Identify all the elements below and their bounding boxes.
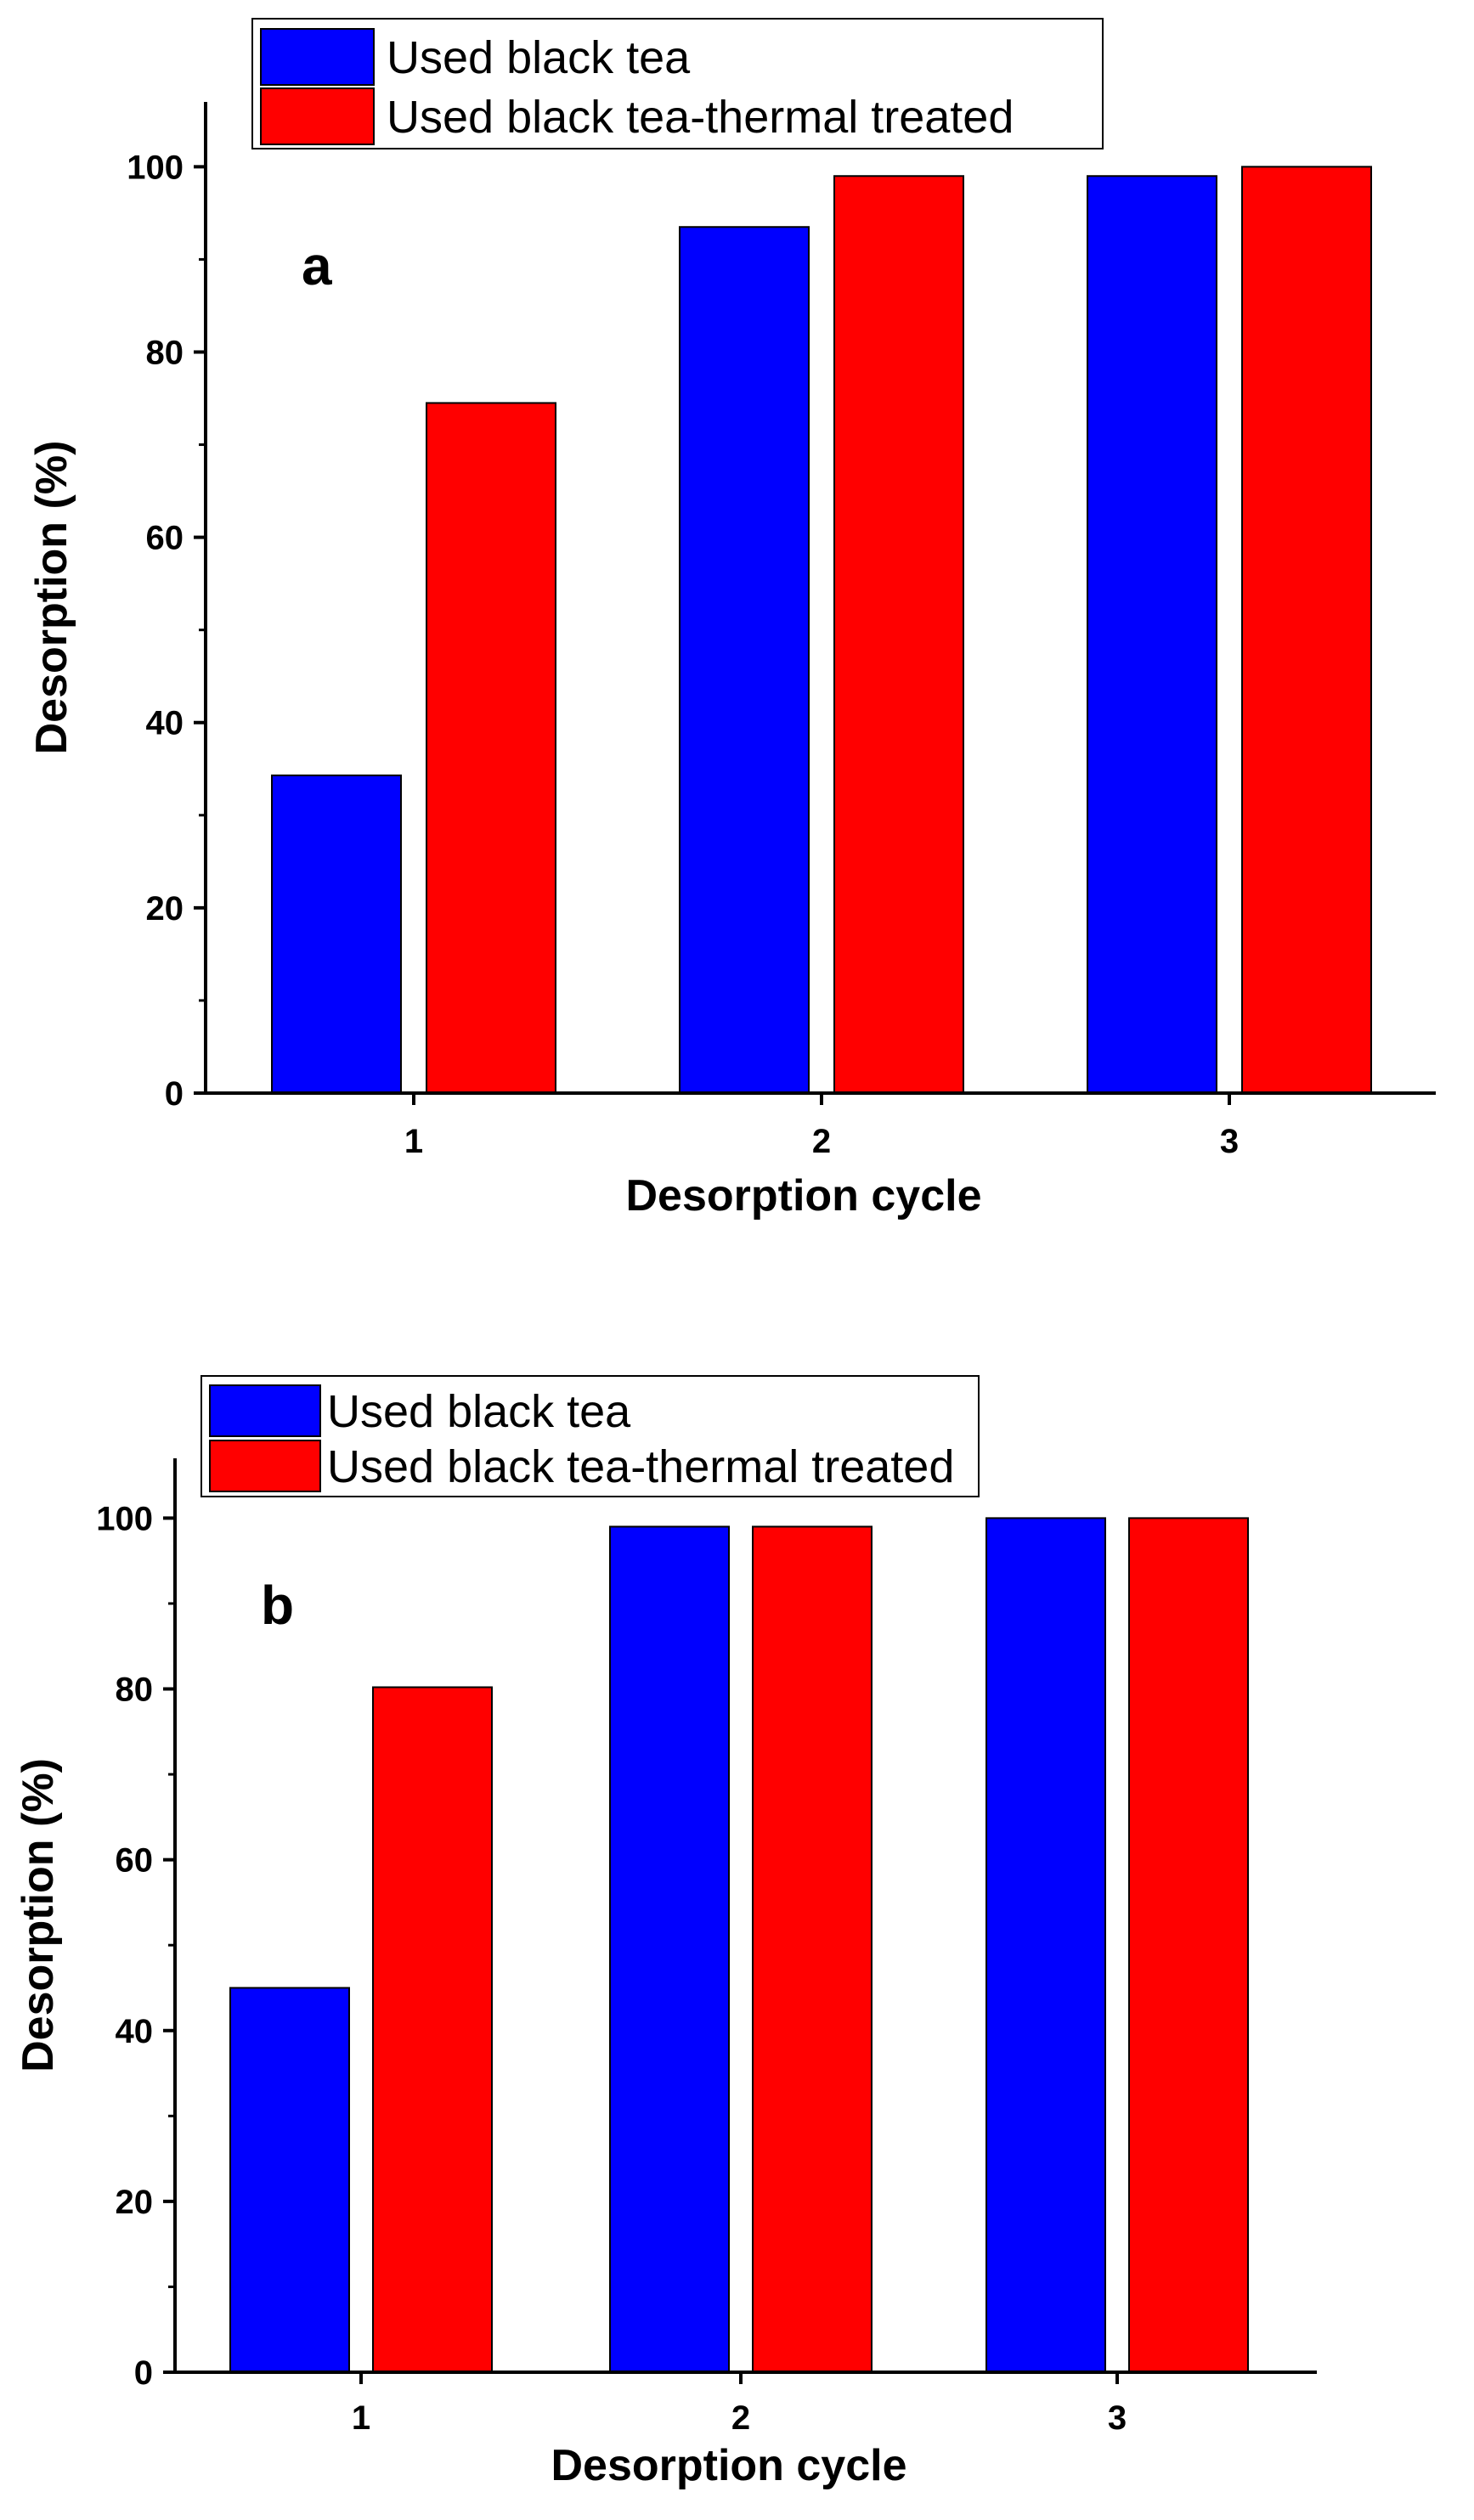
x-axis-title: Desorption cycle: [551, 2441, 906, 2490]
y-tick-label: 60: [116, 1842, 154, 1880]
x-tick-label: 3: [1220, 1123, 1239, 1160]
bar-used-black-tea-cycle-2: [679, 226, 810, 1094]
x-tick-label: 2: [812, 1123, 831, 1160]
x-tick-label: 2: [731, 2399, 750, 2437]
legend-label: Used black tea-thermal treated: [387, 92, 1014, 143]
legend-swatch: [209, 1384, 321, 1437]
y-tick-label: 80: [146, 334, 184, 371]
legend-label: Used black tea: [327, 1386, 631, 1437]
bar-used-black-tea-cycle-1: [229, 1987, 350, 2373]
y-tick-label: 80: [116, 1672, 154, 1709]
legend-label: Used black tea: [387, 32, 691, 83]
y-axis-title: Desorption (%): [27, 441, 76, 755]
legend-label: Used black tea-thermal treated: [327, 1441, 954, 1492]
legend-swatch: [260, 87, 375, 145]
panel-label: a: [302, 235, 332, 296]
x-axis-title: Desorption cycle: [625, 1171, 981, 1221]
y-tick-label: 40: [116, 2013, 154, 2050]
bar-used-black-tea-cycle-3: [1087, 175, 1217, 1095]
x-tick-label: 3: [1108, 2399, 1127, 2437]
legend-swatch: [260, 28, 375, 86]
y-tick-label: 100: [96, 1500, 153, 1537]
y-tick-label: 0: [165, 1075, 184, 1113]
bar-used-black-tea-thermal-treated-cycle-1: [426, 402, 556, 1094]
panel-label: b: [261, 1575, 294, 1636]
legend-box: [200, 1375, 980, 1497]
bar-used-black-tea-thermal-treated-cycle-1: [372, 1686, 493, 2373]
y-axis-title: Desorption (%): [14, 1758, 63, 2072]
legend-box: [251, 18, 1104, 149]
y-tick-label: 100: [127, 149, 184, 186]
chart-panel-b: 0 20 40 60 80 100 1 2 3 Desorption cycle Desorptio…: [14, 1375, 1317, 2490]
chart-panel-a: 0 20 40 60 80 100 1 2 3 Desorption cycle Desorptio…: [27, 18, 1436, 1221]
bar-used-black-tea-cycle-1: [271, 774, 402, 1094]
bar-used-black-tea-thermal-treated-cycle-2: [752, 1525, 873, 2373]
bar-used-black-tea-thermal-treated-cycle-3: [1241, 166, 1372, 1094]
x-tick-label: 1: [404, 1123, 423, 1160]
bar-used-black-tea-cycle-2: [609, 1525, 730, 2373]
x-tick-label: 1: [352, 2399, 370, 2437]
bar-used-black-tea-thermal-treated-cycle-2: [833, 175, 964, 1095]
y-tick-label: 60: [146, 520, 184, 557]
y-tick-label: 40: [146, 705, 184, 742]
bar-used-black-tea-thermal-treated-cycle-3: [1128, 1517, 1249, 2374]
y-tick-label: 20: [116, 2184, 154, 2221]
legend: Used black tea Used black tea-thermal tre…: [251, 18, 1104, 149]
bar-used-black-tea-cycle-3: [985, 1517, 1106, 2374]
y-tick-label: 20: [146, 890, 184, 927]
y-tick-label: 0: [134, 2354, 153, 2392]
legend-swatch: [209, 1440, 321, 1492]
